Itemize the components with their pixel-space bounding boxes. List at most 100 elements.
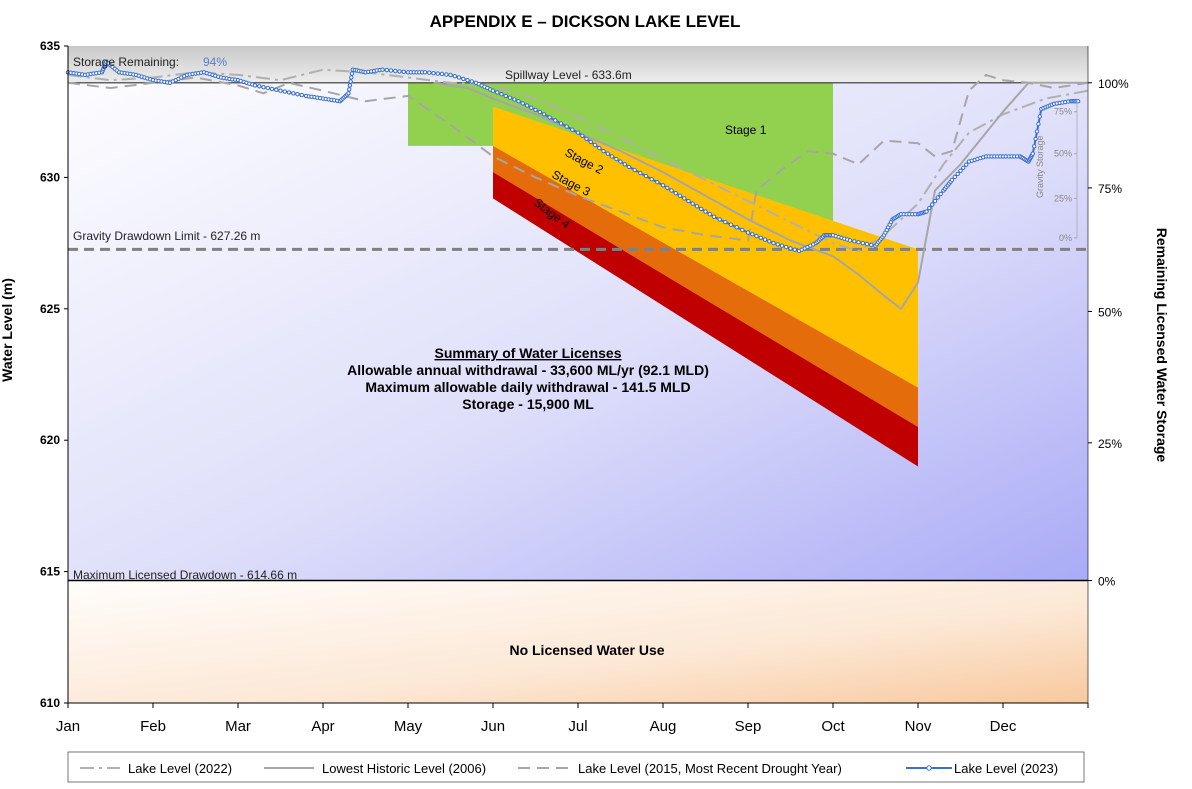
series-3-point — [444, 72, 449, 77]
series-3-point — [740, 227, 745, 233]
series-3-point — [448, 72, 453, 78]
legend-entry-2: Lake Level (2015, Most Recent Drought Ye… — [578, 761, 842, 776]
y-tick-label: 620 — [40, 433, 60, 447]
stage-3-zone — [493, 145, 918, 428]
series-3-point — [461, 76, 466, 82]
spillway-level-label: Spillway Level - 633.6m — [505, 68, 632, 82]
series-3-point — [274, 87, 279, 93]
series-3-point — [784, 244, 789, 250]
series-3-point — [584, 136, 589, 142]
series-3-point — [541, 112, 547, 117]
x-tick-label: Dec — [990, 718, 1017, 735]
series-3-point — [490, 88, 496, 93]
series-3-point — [614, 156, 619, 162]
series-3-point — [758, 235, 763, 241]
stage-4-zone — [493, 172, 918, 467]
y2-tick-label: 0% — [1098, 575, 1116, 589]
series-3-point — [380, 67, 385, 72]
series-3-point — [932, 198, 938, 204]
series-3-point — [609, 154, 615, 159]
series-3-point — [564, 124, 569, 129]
series-3-point — [860, 240, 865, 246]
legend: Lake Level (2022) Lowest Historic Level (… — [67, 751, 1085, 783]
series-3-point — [1036, 121, 1041, 127]
x-tick-label: Mar — [225, 718, 251, 735]
series-3-point — [869, 242, 874, 248]
series-3-point — [507, 95, 513, 100]
series-line-1 — [433, 81, 1088, 310]
series-3-point — [422, 70, 428, 75]
series-3-point — [938, 191, 943, 197]
y2-tick-label: 75% — [1098, 182, 1122, 196]
series-line-0 — [67, 68, 1089, 252]
chart-title: APPENDIX E – DICKSON LAKE LEVEL — [430, 12, 741, 31]
series-3-point — [495, 90, 500, 95]
series-3-point — [723, 219, 728, 225]
series-3-point — [575, 130, 581, 135]
y-axis-label: Water Level (m) — [0, 278, 15, 382]
summary-line-1: Allowable annual withdrawal - 33,600 ML/… — [347, 362, 709, 378]
series-3-point — [847, 238, 853, 243]
series-3-point — [570, 127, 575, 132]
series-3-point — [524, 103, 530, 108]
series-3-point — [348, 79, 353, 84]
series-3-point — [655, 180, 660, 185]
series-3-point — [750, 232, 755, 237]
reference-lines — [68, 82, 1088, 582]
series-3-point — [537, 109, 542, 115]
series-3-point — [864, 241, 870, 247]
series-3-point — [958, 168, 963, 174]
series-3-point — [439, 71, 445, 77]
series-3-point — [964, 162, 969, 167]
series-3-point — [291, 91, 296, 96]
series-3-point — [1034, 129, 1040, 134]
series-3-point — [1030, 151, 1036, 156]
series-3-point — [690, 201, 695, 206]
series-3-point — [649, 177, 654, 182]
series-3-point — [952, 174, 957, 180]
x-tick-label: Apr — [311, 718, 334, 735]
stage-1-label: Stage 1 — [725, 123, 767, 137]
series-3-point — [618, 159, 623, 164]
series-3-point — [282, 89, 287, 94]
y-tick-label: 610 — [40, 696, 60, 710]
series-3-point — [269, 86, 275, 92]
series-3-point — [717, 217, 722, 222]
series-3-point — [669, 188, 674, 193]
series-3-point — [503, 93, 508, 99]
legend-entry-0: Lake Level (2022) — [128, 761, 232, 776]
series-3-point — [547, 115, 552, 120]
series-3-point — [694, 204, 700, 209]
x-tick-label: Nov — [905, 718, 932, 735]
series-3-point — [452, 74, 457, 79]
series-3-point — [949, 177, 955, 183]
series-3-point — [516, 99, 521, 104]
series-3-point — [499, 92, 504, 97]
series-3-point — [707, 212, 712, 217]
series-3-point — [930, 202, 935, 207]
series-3-point — [788, 246, 793, 251]
series-3-point — [1037, 114, 1043, 119]
series-3-point — [469, 79, 474, 84]
y-tick-label: 630 — [40, 170, 60, 184]
series-3-point — [520, 101, 525, 106]
summary-title: Summary of Water Licenses — [435, 345, 622, 361]
series-3-point — [686, 198, 691, 204]
y2-axis-label: Remaining Licensed Water Storage — [1154, 228, 1170, 463]
series-3-point — [927, 205, 932, 211]
series-3-point — [512, 97, 517, 102]
series-3-point — [388, 68, 394, 73]
series-3-point — [347, 83, 353, 88]
series-3-point — [435, 71, 440, 76]
series-3-point — [745, 230, 751, 235]
series-3-point — [961, 165, 966, 171]
series-3-point — [660, 183, 666, 188]
x-tick-label: Sep — [735, 718, 762, 735]
series-3-point — [252, 83, 258, 88]
series-3-point — [852, 239, 857, 244]
y2-tick-label: 50% — [1098, 305, 1122, 319]
series-3-point — [261, 85, 266, 90]
series-3-point — [771, 240, 776, 246]
series-lines — [65, 59, 1089, 310]
